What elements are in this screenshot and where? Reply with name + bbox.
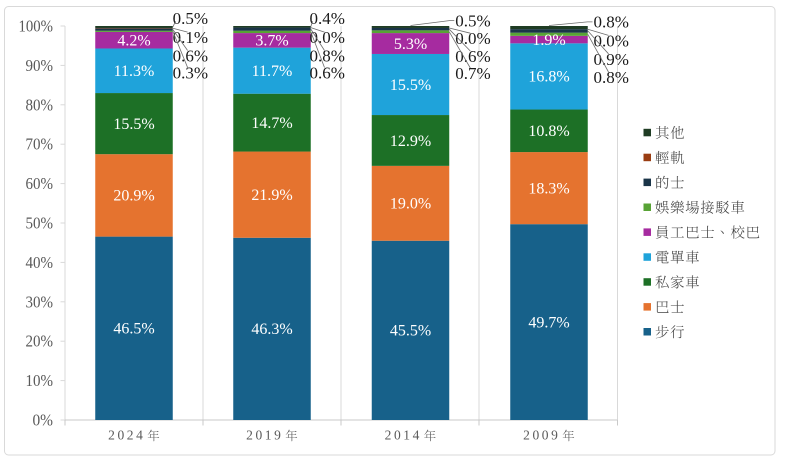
svg-text:50%: 50%	[26, 214, 54, 233]
svg-text:1.9%: 1.9%	[532, 32, 565, 49]
svg-text:19.0%: 19.0%	[390, 196, 431, 213]
svg-text:70%: 70%	[26, 135, 54, 154]
svg-text:0.7%: 0.7%	[455, 64, 490, 83]
svg-text:46.5%: 46.5%	[113, 321, 154, 338]
svg-text:0.0%: 0.0%	[455, 29, 490, 48]
svg-text:20.9%: 20.9%	[113, 188, 154, 205]
svg-text:2024: 2024	[108, 428, 145, 443]
svg-text:5.3%: 5.3%	[394, 36, 427, 53]
svg-text:45.5%: 45.5%	[390, 323, 431, 340]
svg-text:3.7%: 3.7%	[255, 33, 288, 50]
svg-text:2009: 2009	[523, 428, 560, 443]
svg-text:16.8%: 16.8%	[528, 69, 569, 86]
svg-text:2014: 2014	[385, 428, 422, 443]
svg-text:14.7%: 14.7%	[251, 115, 292, 132]
svg-text:49.7%: 49.7%	[528, 314, 569, 331]
svg-text:0.3%: 0.3%	[173, 64, 208, 83]
svg-text:30%: 30%	[26, 292, 54, 311]
svg-text:15.5%: 15.5%	[390, 77, 431, 94]
svg-text:12.9%: 12.9%	[390, 133, 431, 150]
svg-text:0.0%: 0.0%	[310, 28, 345, 47]
svg-text:0.8%: 0.8%	[594, 68, 629, 87]
svg-text:2019: 2019	[246, 428, 283, 443]
svg-text:11.3%: 11.3%	[114, 63, 155, 80]
svg-text:20%: 20%	[26, 332, 54, 351]
svg-text:10.8%: 10.8%	[528, 123, 569, 140]
svg-text:10%: 10%	[26, 371, 54, 390]
svg-text:60%: 60%	[26, 174, 54, 193]
svg-text:21.9%: 21.9%	[251, 187, 292, 204]
svg-text:0.9%: 0.9%	[594, 50, 629, 69]
svg-text:0.0%: 0.0%	[594, 31, 629, 50]
svg-text:4.2%: 4.2%	[117, 33, 150, 50]
svg-text:90%: 90%	[26, 56, 54, 75]
svg-text:0.6%: 0.6%	[310, 64, 345, 83]
svg-text:18.3%: 18.3%	[528, 180, 569, 197]
svg-text:40%: 40%	[26, 253, 54, 272]
svg-text:0.8%: 0.8%	[594, 13, 629, 32]
svg-text:100%: 100%	[19, 17, 54, 36]
svg-text:46.3%: 46.3%	[251, 321, 292, 338]
svg-text:80%: 80%	[26, 95, 54, 114]
svg-text:0.5%: 0.5%	[455, 11, 490, 30]
svg-text:0.5%: 0.5%	[173, 9, 208, 28]
svg-text:15.5%: 15.5%	[113, 116, 154, 133]
svg-text:11.7%: 11.7%	[252, 63, 293, 80]
svg-text:0%: 0%	[33, 411, 54, 430]
svg-text:0.4%: 0.4%	[310, 9, 345, 28]
